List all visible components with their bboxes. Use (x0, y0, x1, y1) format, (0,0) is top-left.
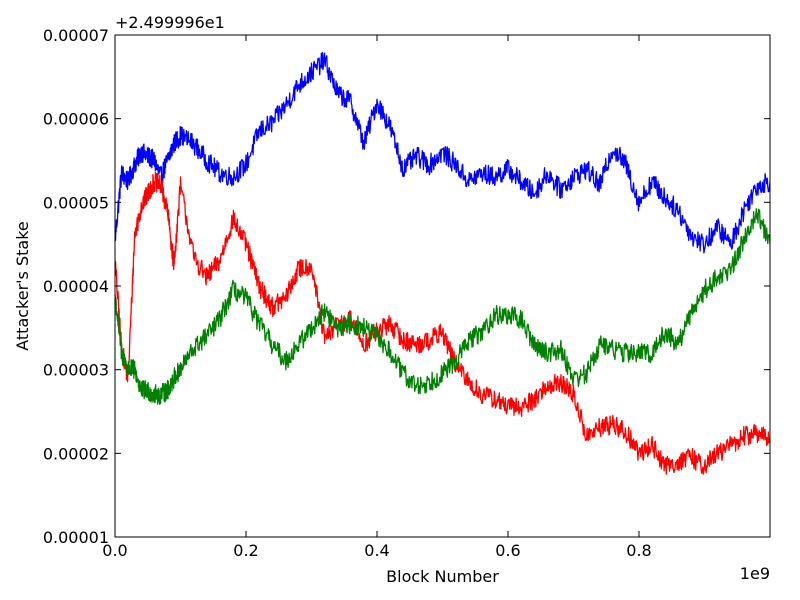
x-tick-label: 0.8 (626, 541, 651, 560)
x-axis: 0.0 0.2 0.4 0.6 0.8 (102, 35, 652, 560)
y-offset-label: +2.499996e1 (115, 13, 225, 32)
y-tick-label: 0.00002 (43, 444, 109, 463)
y-tick-label: 0.00004 (43, 277, 109, 296)
series-line-blue (115, 51, 770, 254)
y-tick-label: 0.00005 (43, 193, 109, 212)
x-tick-label: 0.0 (102, 541, 127, 560)
series-line-red (115, 171, 770, 475)
plot-area (115, 51, 770, 475)
y-axis: 0.00001 0.00002 0.00003 0.00004 0.00005 0.000… (43, 26, 770, 547)
y-axis-title: Attacker's Stake (13, 221, 32, 351)
x-scale-label: 1e9 (740, 564, 770, 583)
x-tick-label: 0.2 (233, 541, 258, 560)
y-tick-label: 0.00001 (43, 528, 109, 547)
y-tick-label: 0.00006 (43, 110, 109, 129)
y-tick-label: 0.00003 (43, 361, 109, 380)
x-axis-title: Block Number (386, 567, 499, 586)
x-tick-label: 0.6 (495, 541, 520, 560)
y-tick-label: 0.00007 (43, 26, 109, 45)
x-tick-label: 0.4 (364, 541, 389, 560)
series-line-green (115, 208, 770, 405)
